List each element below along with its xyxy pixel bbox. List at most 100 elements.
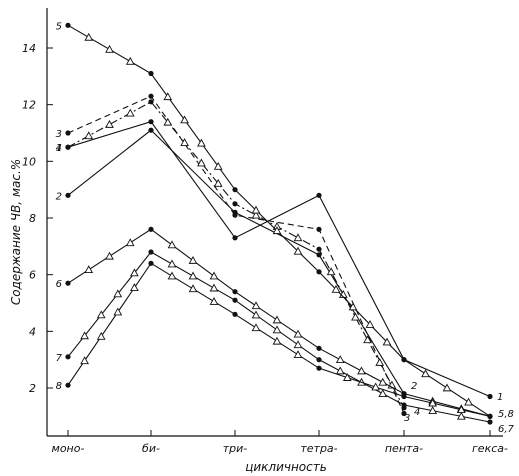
- data-point: [316, 246, 322, 252]
- series-line-4: [67, 101, 405, 409]
- data-point: [65, 280, 71, 286]
- data-point: [148, 226, 154, 232]
- triangle-marker: [293, 233, 303, 242]
- data-point: [148, 119, 154, 125]
- series-label-3: 3: [56, 129, 62, 140]
- triangle-marker: [125, 108, 135, 117]
- y-tick-label: 6: [29, 269, 36, 282]
- triangle-marker: [335, 355, 345, 363]
- series-8: [65, 260, 493, 419]
- data-point: [65, 130, 71, 136]
- triangle-marker: [113, 289, 123, 298]
- series-line-1: [67, 121, 491, 398]
- triangle-marker: [80, 331, 89, 340]
- series-line-7: [67, 251, 491, 423]
- series-1: [65, 119, 493, 400]
- triangle-marker: [96, 331, 106, 340]
- triangle-marker: [180, 138, 189, 146]
- triangle-marker: [272, 226, 282, 235]
- triangle-marker: [209, 297, 219, 305]
- series-4: [65, 99, 407, 411]
- data-point: [487, 413, 493, 419]
- data-point: [316, 192, 322, 198]
- triangle-marker: [213, 178, 223, 187]
- series-6: [65, 226, 493, 419]
- data-point: [316, 269, 322, 275]
- data-point: [148, 70, 154, 77]
- triangle-marker: [197, 138, 206, 147]
- triangle-marker: [428, 398, 438, 407]
- data-point: [316, 252, 322, 258]
- y-tick-label: 2: [29, 382, 36, 395]
- data-point: [148, 249, 154, 255]
- data-point: [65, 354, 71, 360]
- series-label-7: 7: [56, 353, 63, 364]
- data-point: [65, 22, 71, 28]
- x-tick-label: би-: [142, 442, 160, 455]
- triangle-marker: [326, 267, 336, 276]
- data-point: [316, 345, 322, 351]
- triangle-marker: [378, 389, 388, 397]
- triangle-marker: [331, 284, 341, 293]
- series-label-6: 6: [56, 279, 62, 290]
- triangle-marker: [363, 335, 372, 344]
- triangle-marker: [357, 366, 366, 375]
- triangle-marker: [464, 397, 473, 406]
- triangle-marker: [293, 246, 303, 255]
- end-label: 2: [411, 381, 417, 392]
- x-tick-label: тетра-: [300, 442, 337, 455]
- triangle-marker: [125, 238, 135, 247]
- data-point: [232, 297, 238, 303]
- data-point: [401, 402, 407, 408]
- series-line-3: [67, 95, 405, 414]
- triangle-marker: [188, 271, 198, 280]
- y-ticks: 2 4 6 8 10 12 14: [22, 42, 53, 395]
- end-label: 6,7: [498, 424, 515, 435]
- data-point: [232, 311, 238, 317]
- triangle-marker: [293, 350, 303, 359]
- triangle-marker: [365, 320, 375, 328]
- triangle-marker: [375, 357, 385, 366]
- triangle-marker: [348, 302, 358, 311]
- data-point: [65, 144, 71, 150]
- data-point: [65, 382, 71, 388]
- end-label: 3: [404, 413, 410, 424]
- series-5: [65, 22, 493, 419]
- triangle-marker: [84, 265, 94, 274]
- triangle-marker: [180, 115, 189, 124]
- data-point: [316, 365, 322, 371]
- triangle-marker: [197, 158, 206, 167]
- triangle-marker: [382, 337, 392, 346]
- triangle-marker: [293, 340, 303, 349]
- data-point: [148, 260, 154, 266]
- triangle-marker: [272, 315, 282, 324]
- triangle-marker: [272, 325, 282, 334]
- x-tick-label: пента-: [385, 442, 423, 455]
- triangle-marker: [351, 312, 360, 321]
- end-label: 5,8: [498, 409, 514, 420]
- triangle-marker: [428, 406, 438, 414]
- data-point: [316, 357, 322, 363]
- data-point: [232, 201, 238, 207]
- triangle-marker: [163, 117, 173, 126]
- series-line-5: [67, 24, 491, 417]
- triangle-marker: [167, 259, 177, 268]
- data-point: [148, 127, 154, 133]
- series-label-1: 1: [56, 143, 62, 154]
- triangle-marker: [251, 310, 261, 319]
- y-tick-label: 4: [29, 325, 36, 338]
- triangle-marker: [130, 268, 139, 277]
- triangle-marker: [371, 382, 381, 391]
- series-2: [65, 127, 407, 397]
- end-label: 1: [497, 392, 503, 403]
- data-point: [232, 289, 238, 295]
- series-label-5: 5: [56, 21, 62, 32]
- data-point: [487, 419, 493, 425]
- series-group: [65, 22, 493, 425]
- triangle-marker: [80, 356, 89, 365]
- triangle-marker: [251, 323, 261, 332]
- triangle-marker: [456, 405, 466, 414]
- data-point: [232, 235, 238, 241]
- triangle-marker: [456, 411, 466, 420]
- triangle-marker: [342, 373, 352, 381]
